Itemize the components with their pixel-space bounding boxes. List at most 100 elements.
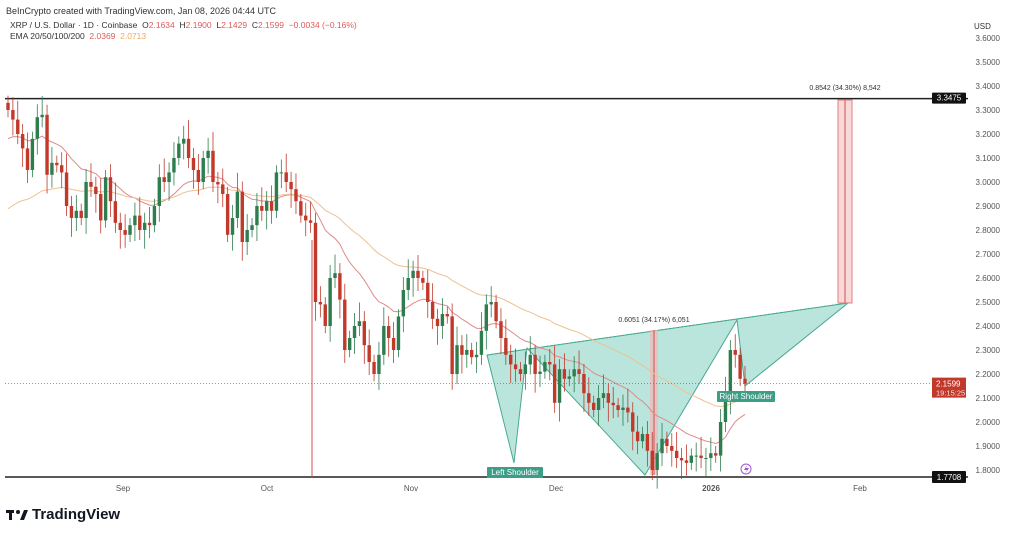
candle <box>601 374 606 409</box>
candle <box>16 100 20 145</box>
candle-body <box>357 321 362 326</box>
candle-body <box>587 393 591 403</box>
last-price-tag-bg <box>932 377 966 398</box>
candle <box>469 342 474 365</box>
candle-body <box>84 182 88 218</box>
candle <box>333 254 337 289</box>
price-tick-label: 3.6000 <box>976 34 1001 43</box>
candle <box>11 97 15 136</box>
candle <box>128 218 132 242</box>
price-tick-label: 3.5000 <box>976 58 1001 67</box>
candle-body <box>45 114 49 175</box>
candle-body <box>562 369 567 379</box>
candle-body <box>640 434 645 442</box>
candle-body <box>240 191 244 242</box>
ema-label[interactable]: EMA 20/50/100/200 <box>10 31 85 41</box>
candle-body <box>391 338 396 350</box>
candle-body <box>157 177 162 206</box>
head-shoulders-pattern <box>5 97 968 478</box>
candle <box>640 426 645 449</box>
candle <box>323 297 327 334</box>
pattern-fill <box>486 302 850 476</box>
price-tick-label: 1.8000 <box>976 466 1001 475</box>
candle <box>689 448 694 470</box>
price-tick-label: 2.9000 <box>976 202 1001 211</box>
candle-body <box>152 206 157 226</box>
candle-body <box>650 450 654 470</box>
high-value: 2.1900 <box>185 20 212 30</box>
candle-body <box>523 364 528 374</box>
candle-body <box>479 330 484 355</box>
candle-body <box>216 182 220 185</box>
candle <box>650 432 654 481</box>
candle-body <box>372 362 376 374</box>
candle <box>391 322 396 363</box>
candle-body <box>128 225 132 235</box>
price-tick-label: 3.1000 <box>976 154 1001 163</box>
candle <box>294 173 298 215</box>
candle-body <box>426 282 430 302</box>
candle <box>133 202 137 242</box>
candle-body <box>621 407 625 410</box>
candle <box>182 125 186 160</box>
price-tick-label: 3.0000 <box>976 178 1001 187</box>
candle-body <box>674 450 679 458</box>
candle <box>318 286 323 318</box>
left-shoulder-label: Left Shoulder <box>487 467 543 478</box>
candle-body <box>709 453 713 458</box>
symbol-name[interactable]: XRP / U.S. Dollar · 1D · Coinbase <box>10 20 138 30</box>
candle-body <box>396 316 401 350</box>
candle <box>382 307 386 365</box>
candle <box>103 170 108 228</box>
candle <box>455 326 459 385</box>
open-label: O <box>142 20 149 30</box>
candle-body <box>25 148 30 170</box>
ema-lines <box>7 135 746 445</box>
close-label: C <box>251 20 258 30</box>
candle <box>533 344 537 393</box>
candle-body <box>274 172 279 211</box>
candle-body <box>450 316 454 374</box>
candle <box>172 142 176 186</box>
candle <box>201 150 205 190</box>
candle <box>367 329 371 375</box>
candle <box>235 172 240 229</box>
candle-body <box>308 220 313 223</box>
candle <box>357 302 362 337</box>
candle <box>665 431 669 454</box>
candle <box>245 214 249 255</box>
candle <box>723 376 728 433</box>
candle <box>147 206 152 239</box>
candle <box>230 205 235 251</box>
resistance-price-tag-text: 3.3475 <box>937 94 962 103</box>
lightning-icon[interactable] <box>740 463 752 475</box>
candle <box>240 181 244 261</box>
support-price-tag: 1.7708 <box>932 471 966 484</box>
price-tick-label: 3.2000 <box>976 130 1001 139</box>
candle-body <box>99 194 103 221</box>
candle <box>635 415 640 455</box>
candle-body <box>221 184 225 194</box>
last-price-value: 2.1599 <box>936 380 961 389</box>
time-tick-label: Oct <box>261 484 274 493</box>
candle-body <box>440 314 445 326</box>
candle-body <box>704 458 708 459</box>
candle <box>299 194 303 223</box>
candle-body <box>401 290 406 317</box>
candle-body <box>133 215 137 226</box>
candle <box>557 359 562 422</box>
candle <box>362 311 366 364</box>
candle-body <box>689 455 694 463</box>
candle <box>45 104 49 194</box>
price-tick-label: 2.3000 <box>976 346 1001 355</box>
candle-body <box>294 189 298 202</box>
candle <box>445 306 449 324</box>
tradingview-logo[interactable]: TradingView <box>6 506 120 523</box>
candle <box>167 162 171 201</box>
price-axis[interactable] <box>968 0 1024 500</box>
candle-body <box>94 186 98 194</box>
candle <box>416 254 420 291</box>
candle-body <box>665 438 669 446</box>
candle-body <box>694 455 698 457</box>
